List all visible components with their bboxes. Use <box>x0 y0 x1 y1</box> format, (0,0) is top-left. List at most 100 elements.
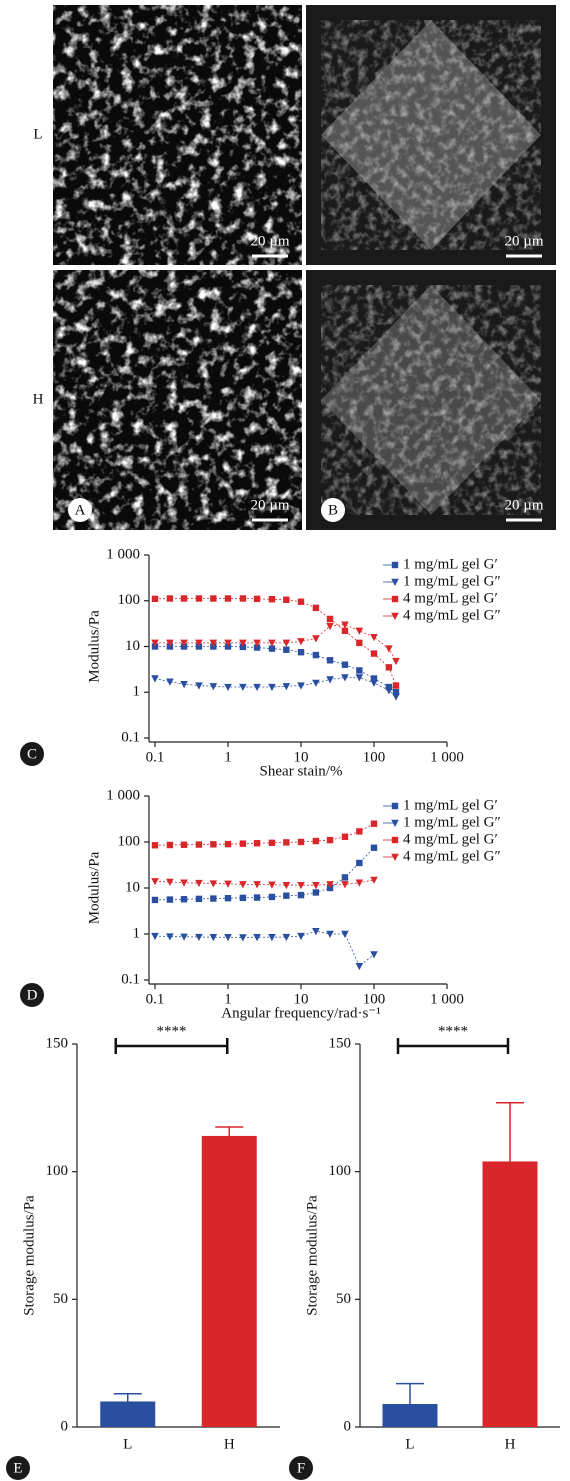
data-point <box>151 878 159 885</box>
data-point <box>370 634 378 641</box>
data-point <box>298 599 304 605</box>
row-label: H <box>33 391 44 407</box>
y-tick-label: 1 <box>133 684 141 700</box>
data-point <box>240 595 246 601</box>
data-point <box>254 596 260 602</box>
legend-marker <box>392 562 398 568</box>
y-tick-label: 0 <box>61 1418 69 1434</box>
x-tick-label: 1 000 <box>430 749 464 765</box>
data-point <box>269 894 275 900</box>
data-point <box>327 657 333 663</box>
y-tick-label: 10 <box>125 879 140 895</box>
series-line <box>155 848 374 900</box>
data-point <box>370 680 378 687</box>
panel-label: B <box>328 502 338 518</box>
y-tick-label: 0 <box>344 1418 352 1434</box>
data-point <box>196 896 202 902</box>
data-point <box>392 658 400 665</box>
data-point <box>167 896 173 902</box>
panel-label: A <box>75 502 86 518</box>
data-point <box>341 881 349 888</box>
y-tick-label: 10 <box>125 638 140 654</box>
data-point <box>298 649 304 655</box>
legend-marker <box>392 803 398 809</box>
data-point <box>196 841 202 847</box>
data-point <box>298 839 304 845</box>
data-point <box>195 682 203 689</box>
data-point <box>195 880 203 887</box>
panel-label: F <box>297 1460 305 1476</box>
significance-label: **** <box>157 1023 187 1039</box>
x-tick-label: 1 000 <box>430 991 464 1007</box>
y-axis-label: Storage modulus/Pa <box>21 1195 37 1316</box>
x-tick-label: 0.1 <box>146 991 165 1007</box>
data-point <box>371 650 377 656</box>
y-tick-label: 50 <box>336 1291 351 1307</box>
y-axis-label: Storage modulus/Pa <box>304 1195 320 1316</box>
x-tick-label: 0.1 <box>146 749 165 765</box>
legend-label: 1 mg/mL gel G″ <box>403 814 501 830</box>
y-tick-label: 1 000 <box>106 546 140 562</box>
data-point <box>210 841 216 847</box>
y-tick-label: 100 <box>46 1163 69 1179</box>
data-point <box>297 638 305 645</box>
legend-marker <box>391 854 399 861</box>
image-texture <box>53 5 302 265</box>
data-point <box>240 840 246 846</box>
legend-label: 4 mg/mL gel G″ <box>403 607 501 623</box>
data-point <box>356 667 362 673</box>
legend-label: 4 mg/mL gel G′ <box>403 831 498 847</box>
scale-bar-label: 20 µm <box>250 497 289 513</box>
legend-marker <box>391 579 399 586</box>
x-tick-label: 100 <box>363 749 386 765</box>
data-point <box>210 595 216 601</box>
y-tick-label: 0.1 <box>121 971 140 987</box>
data-point <box>225 595 231 601</box>
data-point <box>342 874 348 880</box>
data-point <box>327 616 333 622</box>
bar <box>483 1161 538 1427</box>
data-point <box>370 951 378 958</box>
significance-bracket <box>398 1038 508 1054</box>
series-line <box>155 824 374 846</box>
data-point <box>312 635 320 642</box>
legend-label: 1 mg/mL gel G′ <box>403 797 498 813</box>
data-point <box>210 895 216 901</box>
legend-marker <box>391 820 399 827</box>
y-tick-label: 150 <box>46 1035 69 1051</box>
data-point <box>356 628 364 635</box>
data-point <box>181 896 187 902</box>
y-tick-label: 100 <box>118 833 141 849</box>
data-point <box>392 693 400 700</box>
data-point <box>356 963 364 970</box>
series-line <box>155 931 374 966</box>
data-point <box>167 595 173 601</box>
data-point <box>269 840 275 846</box>
data-point <box>313 652 319 658</box>
legend-marker <box>392 837 398 843</box>
data-point <box>254 840 260 846</box>
data-point <box>269 596 275 602</box>
data-point <box>225 841 231 847</box>
data-point <box>151 675 159 682</box>
data-point <box>313 889 319 895</box>
data-point <box>268 684 276 691</box>
data-point <box>240 895 246 901</box>
significance-bracket <box>116 1038 228 1054</box>
data-point <box>313 838 319 844</box>
data-point <box>326 931 334 938</box>
y-tick-label: 150 <box>329 1035 352 1051</box>
data-point <box>152 897 158 903</box>
data-point <box>181 595 187 601</box>
legend-marker <box>391 613 399 620</box>
data-point <box>268 881 276 888</box>
data-point <box>152 596 158 602</box>
bar <box>202 1136 257 1427</box>
legend-label: 1 mg/mL gel G′ <box>403 556 498 572</box>
y-tick-label: 100 <box>118 592 141 608</box>
data-point <box>181 842 187 848</box>
data-point <box>283 882 291 889</box>
data-point <box>298 892 304 898</box>
x-tick-label: 1 <box>224 749 232 765</box>
data-point <box>386 664 392 670</box>
